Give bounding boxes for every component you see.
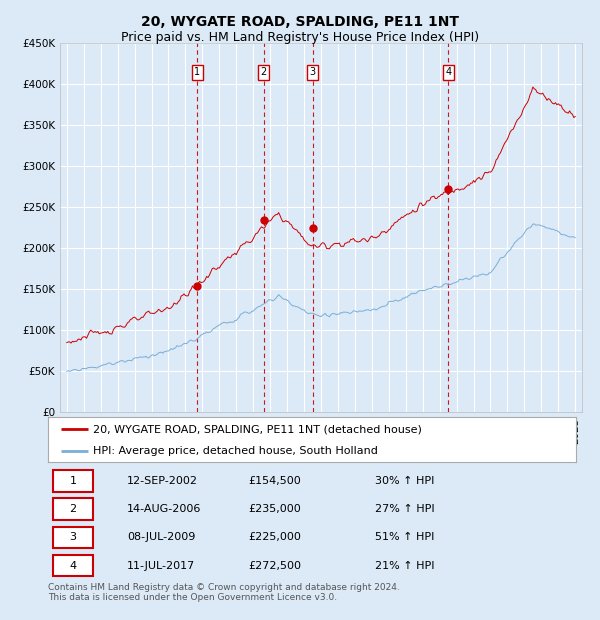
Text: 4: 4 [70,560,77,570]
Text: 1: 1 [70,476,77,486]
Text: 27% ↑ HPI: 27% ↑ HPI [376,504,435,514]
Text: 3: 3 [70,533,77,542]
Text: 21% ↑ HPI: 21% ↑ HPI [376,560,435,570]
Text: HPI: Average price, detached house, South Holland: HPI: Average price, detached house, Sout… [93,446,378,456]
FancyBboxPatch shape [53,470,93,492]
FancyBboxPatch shape [53,555,93,577]
Text: 20, WYGATE ROAD, SPALDING, PE11 1NT: 20, WYGATE ROAD, SPALDING, PE11 1NT [141,16,459,30]
FancyBboxPatch shape [53,498,93,520]
Text: 51% ↑ HPI: 51% ↑ HPI [376,533,435,542]
Text: 1: 1 [194,67,200,77]
Text: £154,500: £154,500 [248,476,301,486]
Text: 4: 4 [445,67,452,77]
Text: 14-AUG-2006: 14-AUG-2006 [127,504,202,514]
Text: 20, WYGATE ROAD, SPALDING, PE11 1NT (detached house): 20, WYGATE ROAD, SPALDING, PE11 1NT (det… [93,424,422,435]
Text: 30% ↑ HPI: 30% ↑ HPI [376,476,435,486]
FancyBboxPatch shape [53,526,93,548]
Text: 2: 2 [260,67,266,77]
Text: £225,000: £225,000 [248,533,302,542]
Text: Contains HM Land Registry data © Crown copyright and database right 2024.
This d: Contains HM Land Registry data © Crown c… [48,583,400,602]
Text: 12-SEP-2002: 12-SEP-2002 [127,476,198,486]
Text: £272,500: £272,500 [248,560,302,570]
Text: Price paid vs. HM Land Registry's House Price Index (HPI): Price paid vs. HM Land Registry's House … [121,31,479,44]
Text: 3: 3 [310,67,316,77]
Text: 08-JUL-2009: 08-JUL-2009 [127,533,196,542]
Text: 11-JUL-2017: 11-JUL-2017 [127,560,196,570]
Text: £235,000: £235,000 [248,504,301,514]
Text: 2: 2 [70,504,77,514]
